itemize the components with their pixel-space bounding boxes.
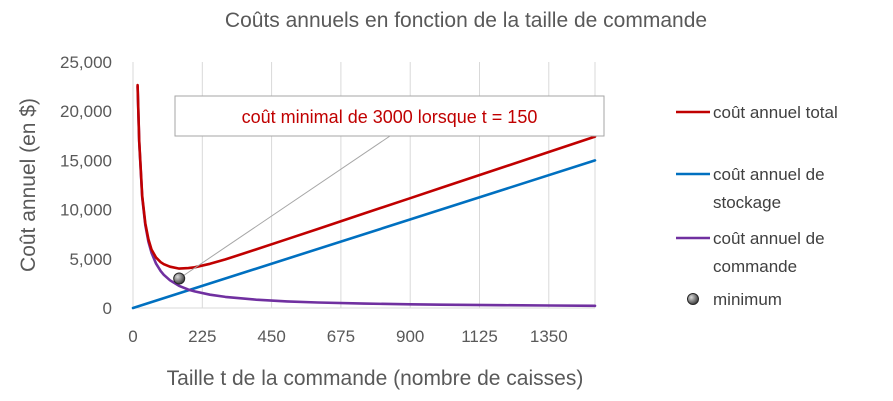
x-tick-label: 900 [396, 327, 424, 346]
annotation-box [174, 95, 605, 137]
y-tick-label: 5,000 [69, 250, 112, 269]
y-tick-label: 15,000 [60, 151, 112, 170]
y-tick-label: 25,000 [60, 53, 112, 72]
x-axis-ticks: 0 225 450 675 900 1125 1350 [128, 327, 567, 346]
series-layer [131, 83, 597, 310]
legend-minimum-marker [687, 293, 699, 305]
y-tick-label: 20,000 [60, 102, 112, 121]
legend-total-label: coût annuel total [713, 103, 838, 122]
minimum-point [173, 272, 186, 285]
x-tick-label: 1350 [530, 327, 568, 346]
chart-title: Coûts annuels en fonction de la taille d… [225, 9, 707, 32]
series-line-stockage [131, 159, 597, 310]
annotation-layer: coût minimal de 3000 lorsque t = 150 [173, 95, 605, 285]
legend: coût annuel total coût annuel de stockage c… [676, 103, 838, 309]
legend-stockage-label: coût annuel de stockage [713, 165, 825, 212]
x-tick-label: 450 [257, 327, 285, 346]
legend-minimum-label: minimum [713, 290, 782, 309]
x-tick-label: 0 [128, 327, 137, 346]
y-axis-ticks: 0 5,000 10,000 15,000 20,000 25,000 [60, 53, 112, 318]
annotation-text: coût minimal de 3000 lorsque t = 150 [242, 107, 538, 127]
x-tick-label: 675 [327, 327, 355, 346]
y-axis-label: Coût annuel (en $) [17, 98, 40, 272]
legend-commande-label: coût annuel de commande [713, 229, 825, 276]
y-tick-label: 0 [103, 299, 112, 318]
annotation-leader-line [178, 135, 391, 279]
x-tick-label: 225 [188, 327, 216, 346]
series-line-total [136, 83, 597, 270]
x-axis-label: Taille t de la commande (nombre de caiss… [167, 367, 584, 390]
y-tick-label: 10,000 [60, 201, 112, 220]
x-tick-label: 1125 [461, 327, 498, 346]
